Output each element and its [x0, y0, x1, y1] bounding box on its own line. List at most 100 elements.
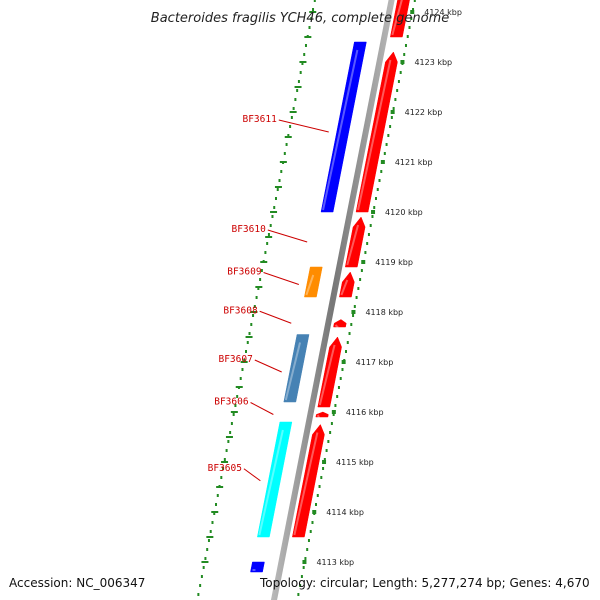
inner-tick: [260, 261, 268, 263]
scale-dot: [394, 98, 397, 101]
gene-shine: [305, 274, 315, 296]
inner-scale-dot: [294, 98, 297, 101]
gene-shine: [258, 429, 284, 536]
inner-scale-dot: [253, 305, 256, 308]
scale-dot: [389, 125, 392, 128]
scale-tick: [371, 210, 376, 214]
scale-ticks: 4113 kbp 4114 kbp 4115 kbp 4116 kbp 4117 kbp…: [201, 8, 462, 567]
gene-bf3608[interactable]: [333, 319, 347, 329]
gene-feature[interactable]: [283, 334, 310, 403]
scale-dot: [373, 206, 376, 209]
gene-bf3610[interactable]: [344, 216, 366, 268]
inner-scale-dot: [236, 395, 239, 398]
scale-dot: [325, 449, 328, 452]
scale-tick-label: 4117 kbp: [356, 358, 394, 367]
gene-shape: [344, 216, 366, 268]
scale-tick: [410, 10, 415, 14]
inner-scale-dot: [303, 53, 306, 56]
gene-label-leader: [250, 402, 274, 415]
gene-bf3606[interactable]: [315, 411, 329, 421]
inner-scale-dot: [197, 593, 200, 596]
gene-shape: [355, 51, 398, 213]
inner-scale-dot: [266, 242, 269, 245]
inner-scale-dot: [310, 17, 313, 20]
scale-dot: [378, 179, 381, 182]
scale-dot: [329, 431, 332, 434]
inner-scale-dot: [297, 80, 300, 83]
inner-scale-dot: [301, 62, 304, 65]
scale-dot: [350, 323, 353, 326]
scale-tick: [390, 110, 395, 114]
scale-tick: [322, 460, 327, 464]
inner-scale-dot: [243, 359, 246, 362]
inner-scale-dot: [276, 188, 279, 191]
genome-backbone: [270, 0, 395, 600]
scale-tick: [361, 260, 366, 264]
scale-tick-label: 4122 kbp: [405, 108, 443, 117]
map-title: Bacteroides fragilis YCH46, complete gen…: [151, 11, 449, 26]
inner-scale-dot: [230, 422, 233, 425]
inner-scale-dot: [274, 197, 277, 200]
scale-tick: [380, 160, 385, 164]
scale-dot: [357, 287, 360, 290]
scale-dot: [320, 476, 323, 479]
scale-tick: [351, 310, 356, 314]
scale-dot: [341, 368, 344, 371]
inner-scale-dot: [313, 0, 316, 2]
scale-dot: [385, 143, 388, 146]
inner-scale-dot: [241, 368, 244, 371]
gene-feature[interactable]: [390, 0, 410, 38]
gene-label: BF3605: [208, 463, 242, 474]
scale-tick: [312, 510, 317, 514]
gene-bf3611[interactable]: [355, 51, 398, 213]
inner-scale-dot: [211, 521, 214, 524]
inner-scale-dot: [280, 170, 283, 173]
gene-shape: [257, 421, 293, 538]
scale-dot: [383, 152, 386, 155]
inner-scale-dot: [215, 503, 218, 506]
gene-label-leader: [267, 229, 308, 243]
inner-tick: [294, 86, 302, 88]
inner-scale-dot: [234, 404, 237, 407]
scale-tick: [302, 560, 307, 564]
inner-tick: [235, 386, 243, 388]
inner-tick: [289, 111, 297, 113]
scale-dot: [406, 35, 409, 38]
scale-dot: [369, 224, 372, 227]
gene-feature[interactable]: [304, 266, 323, 298]
inner-scale-dot: [264, 251, 267, 254]
scale-tick-label: 4116 kbp: [346, 408, 384, 417]
scale-dot: [345, 350, 347, 353]
scale-tick-label: 4113 kbp: [316, 558, 354, 567]
gene-shine: [391, 0, 403, 36]
gene-feature[interactable]: [250, 561, 265, 573]
gene-bf3605[interactable]: [292, 424, 325, 538]
inner-tick: [245, 336, 253, 338]
inner-scale-dot: [213, 512, 216, 515]
gene-shine: [340, 279, 349, 296]
gene-shape: [339, 271, 355, 298]
scale-tick-label: 4121 kbp: [395, 158, 433, 167]
scale-tick-label: 4115 kbp: [336, 458, 374, 467]
gene-label: BF3607: [218, 354, 252, 365]
gene-shine: [334, 324, 339, 329]
gene-feature[interactable]: [320, 41, 367, 213]
gene-features: [250, 0, 410, 573]
gene-feature[interactable]: [257, 421, 293, 538]
inner-scale-dot: [207, 539, 210, 542]
scale-dot: [390, 116, 393, 119]
gene-label-leader: [243, 468, 261, 482]
inner-scale-dot: [296, 89, 299, 92]
scale-dot: [396, 89, 399, 92]
scale-tick-label: 4114 kbp: [326, 508, 364, 517]
scale-dot: [380, 170, 383, 173]
inner-scale-dot: [278, 179, 281, 182]
inner-tick: [206, 536, 214, 538]
gene-bf3607[interactable]: [317, 336, 342, 408]
scale-dot: [330, 422, 333, 425]
scale-tick-label: 4120 kbp: [385, 208, 423, 217]
gene-bf3609[interactable]: [339, 271, 355, 298]
inner-scale-dot: [232, 413, 235, 416]
gene-shape: [333, 319, 347, 328]
